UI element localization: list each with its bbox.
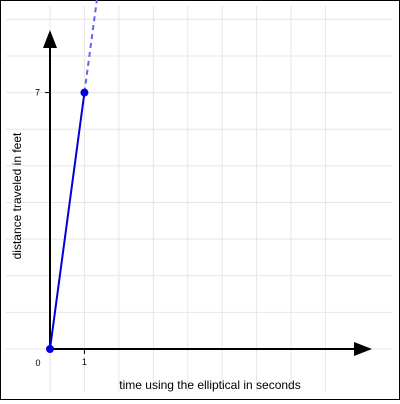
y-tick-label: 7 (35, 88, 40, 98)
origin-label: 0 (35, 358, 40, 368)
y-axis-arrowhead (43, 30, 57, 48)
series-dashed-extension (83, 0, 98, 93)
data-point (80, 88, 89, 97)
tick-layer: 17 (35, 88, 87, 367)
x-tick-label: 1 (82, 357, 87, 367)
x-axis-label: time using the elliptical in seconds (119, 378, 300, 392)
y-axis-label: distance traveled in feet (10, 132, 24, 259)
series-layer (46, 0, 98, 353)
grid (6, 6, 392, 392)
x-axis-arrowhead (354, 342, 372, 356)
series-line (49, 92, 86, 350)
axes (43, 30, 372, 356)
data-point (46, 345, 54, 353)
